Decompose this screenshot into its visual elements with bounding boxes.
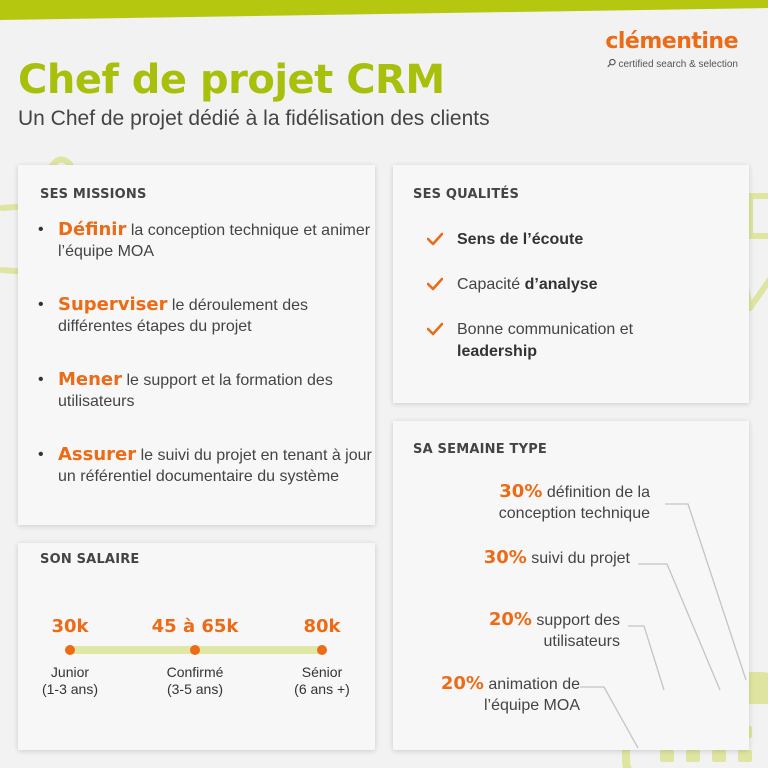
page-title: Chef de projet CRM [18,57,445,103]
mission-keyword: Définir [58,219,127,240]
week-card: SA SEMAINE TYPE [393,421,749,750]
week-item: 30% suivi du projet [380,547,630,569]
week-line2: conception technique [498,505,650,522]
week-line1: animation de [488,676,580,693]
quality-item: Capacité d’analyse [427,274,717,296]
bullet-icon: • [38,296,44,313]
salary-amount-junior: 30k [51,616,89,637]
salary-level-years: (1-3 ans) [41,681,99,697]
missions-card: SES MISSIONS • Définir la conception tec… [18,165,375,525]
check-icon [427,232,443,246]
brand-name: clémentine [605,29,738,54]
mission-text: la conception technique et animer l’équi… [58,222,371,260]
mission-item: • Assurer le suivi du projet en tenant à… [38,444,378,487]
quality-text: Bonne communication et [457,321,634,338]
mission-item: • Mener le support et la formation des u… [38,369,378,412]
brand-tagline: certified search & selection [607,58,738,70]
missions-title: SES MISSIONS [40,187,147,202]
salary-level-label: Confirmé [166,664,224,680]
salary-scale [65,645,327,655]
qualities-title: SES QUALITÉS [413,187,520,202]
bullet-icon: • [38,446,44,463]
mission-text: le suivi du projet en tenant à jour un r… [58,447,372,485]
salary-amount-senior: 80k [303,616,341,637]
check-icon [427,277,443,291]
week-item: 30% définition de la conception technique [400,481,650,524]
brand-tagline-text: certified search & selection [618,59,738,70]
week-line1: support des [536,612,620,629]
quality-item: Sens de l’écoute [427,229,717,251]
week-line1: définition de la [546,484,650,501]
salary-level-label: Sénior [301,664,343,680]
week-percent: 30% [499,481,543,502]
week-item: 20% animation de l’équipe MOA [330,673,580,716]
salary-level-years: (3-5 ans) [166,681,224,697]
qualities-card: SES QUALITÉS Sens de l’écoute Capacité d… [393,165,749,403]
salary-level-years: (6 ans +) [294,681,350,697]
mission-text: le déroulement des différentes étapes du… [58,297,308,335]
brand-logo: clémentine certified search & selection [605,30,738,72]
magnifier-icon [607,58,617,68]
page-subtitle: Un Chef de projet dédié à la fidélisatio… [18,107,490,130]
mission-text: le support et la formation des utilisate… [58,372,333,410]
salary-amount-confirme: 45 à 65k [151,616,239,637]
salary-level-junior: Junior (1-3 ans) [10,664,130,698]
week-item: 20% support des utilisateurs [370,609,620,652]
mission-keyword: Assurer [58,444,137,465]
week-percent: 20% [488,609,532,630]
check-icon [427,322,443,336]
quality-emphasis: leadership [457,343,538,360]
quality-text: Capacité [457,276,525,293]
quality-item: Bonne communication et leadership [427,319,717,363]
quality-emphasis: Sens de l’écoute [457,231,584,248]
mission-item: • Superviser le déroulement des différen… [38,294,378,337]
week-leader-lines [580,503,747,749]
salary-level-confirme: Confirmé (3-5 ans) [135,664,255,698]
week-percent: 30% [483,547,527,568]
week-line2: utilisateurs [543,633,620,650]
salary-title: SON SALAIRE [40,552,140,567]
week-percent: 20% [440,673,484,694]
salary-level-label: Junior [50,664,90,680]
mission-keyword: Mener [58,369,123,390]
salary-card: SON SALAIRE 30k 45 à 65k 80k Junior (1-3… [18,543,375,750]
top-accent-stripe [0,0,768,20]
week-title: SA SEMAINE TYPE [413,442,548,457]
week-line2: l’équipe MOA [483,697,580,714]
mission-item: • Définir la conception technique et ani… [38,219,378,262]
quality-emphasis: d’analyse [524,276,598,293]
mission-keyword: Superviser [58,294,168,315]
week-line1: suivi du projet [531,550,630,567]
bullet-icon: • [38,221,44,238]
bullet-icon: • [38,371,44,388]
salary-level-senior: Sénior (6 ans +) [262,664,382,698]
